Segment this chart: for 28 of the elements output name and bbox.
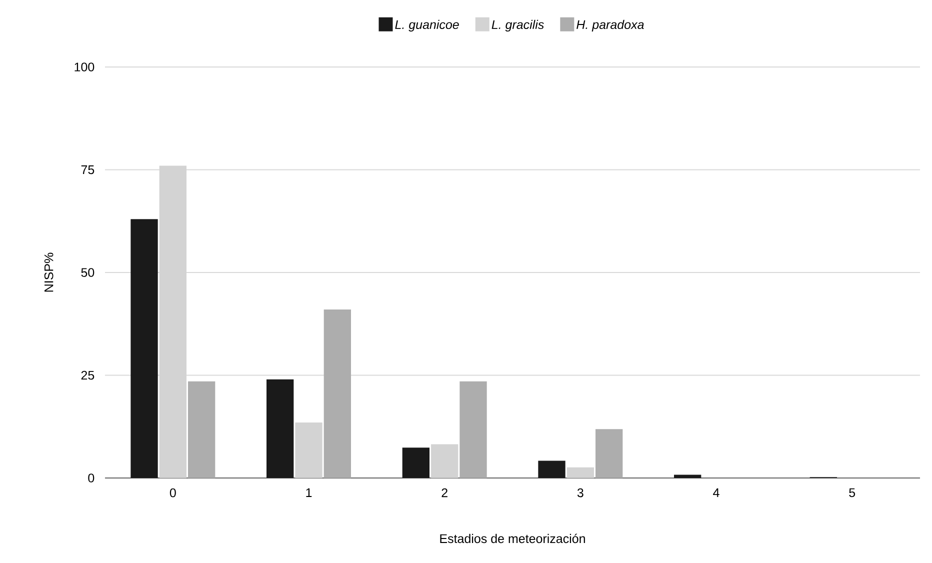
y-tick-label: 25 [81, 370, 94, 380]
x-tick-label: 4 [713, 488, 720, 497]
legend-label: L. gracilis [492, 20, 544, 32]
bar [674, 474, 702, 478]
y-tick-label: 75 [81, 165, 94, 174]
y-axis-title: NISP% [44, 252, 54, 292]
bar [538, 460, 566, 478]
x-tick-label: 0 [170, 488, 176, 498]
x-tick-label: 1 [306, 488, 312, 497]
x-tick-label: 5 [849, 488, 856, 498]
y-tick-label: 50 [81, 268, 94, 277]
y-tick-label: 0 [88, 474, 94, 482]
bar [566, 467, 594, 478]
bar [324, 309, 351, 478]
bar [402, 448, 430, 478]
x-axis-title: Estadios de meteorización [440, 534, 585, 544]
bar [266, 379, 294, 478]
bar [188, 381, 216, 478]
bar [431, 444, 458, 478]
bar [596, 429, 623, 478]
x-tick-label: 2 [442, 488, 448, 498]
legend-label: H. paradoxa [576, 20, 644, 32]
bar [130, 219, 158, 478]
legend-label: L. guanicoe [395, 20, 459, 32]
bar [295, 422, 322, 478]
y-tick-label: 100 [74, 62, 94, 72]
x-tick-label: 3 [577, 488, 584, 498]
bar [460, 381, 487, 478]
